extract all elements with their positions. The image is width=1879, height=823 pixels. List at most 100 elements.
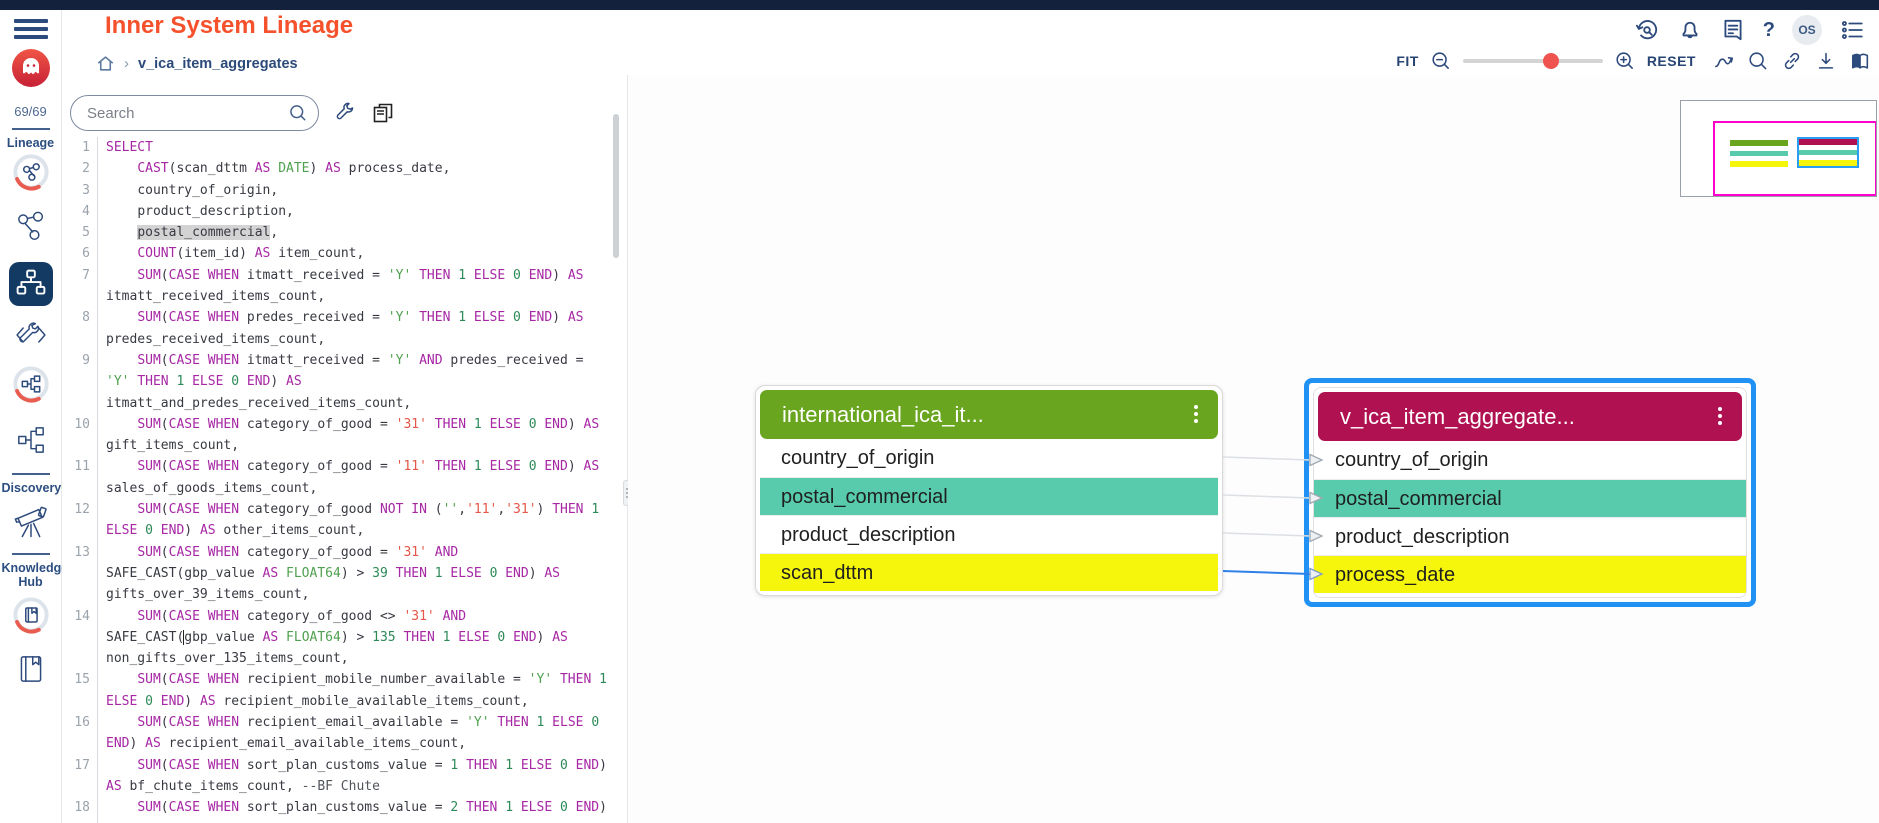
section-label-lineage: Lineage <box>6 136 55 150</box>
node-field-list: country_of_origin postal_commercial produc… <box>1314 441 1746 593</box>
minimap-viewport[interactable] <box>1713 121 1876 196</box>
sql-search-row <box>70 95 395 131</box>
sidebar-item-knowledge-book[interactable] <box>11 649 51 689</box>
search-icon[interactable] <box>288 103 308 123</box>
code-line: 1 SELECT <box>62 137 615 159</box>
code-line: 18 SUM(CASE WHEN sort_plan_customs_value… <box>62 797 615 823</box>
field-row-process_date[interactable]: process_date <box>1314 555 1746 593</box>
zoom-out-icon[interactable] <box>1430 50 1452 72</box>
field-row-country_of_origin[interactable]: country_of_origin <box>781 447 935 469</box>
top-icon-row: ? OS <box>1634 15 1865 45</box>
hamburger-menu-icon[interactable] <box>13 15 48 43</box>
sidebar-item-discovery[interactable] <box>11 500 51 540</box>
book-icon <box>20 656 41 682</box>
sidebar-item-flow[interactable] <box>11 208 51 248</box>
code-line: 8 SUM(CASE WHEN predes_received = 'Y' TH… <box>62 307 615 350</box>
node-header[interactable]: v_ica_item_aggregate... <box>1318 392 1742 441</box>
sidebar-item-code-tools[interactable] <box>11 315 51 355</box>
field-row-country_of_origin[interactable]: country_of_origin <box>1335 449 1489 471</box>
reset-button[interactable]: RESET <box>1646 53 1696 69</box>
canvas-view-toolbar: FIT RESET <box>1396 50 1871 72</box>
node-title: v_ica_item_aggregate... <box>1340 403 1575 429</box>
code-line: 13 SUM(CASE WHEN category_of_good = '31'… <box>62 541 615 606</box>
sidebar-item-boxes-flow[interactable] <box>11 420 51 460</box>
kebab-menu-icon[interactable] <box>1194 402 1198 426</box>
zoom-slider[interactable] <box>1462 53 1603 69</box>
telescope-icon <box>14 506 47 538</box>
sidebar-item-lineage-radar[interactable] <box>11 152 51 192</box>
notes-icon[interactable] <box>1720 17 1746 43</box>
org-chart-icon <box>16 269 45 295</box>
breadcrumb-separator: › <box>124 55 129 72</box>
minimap-node-left <box>1730 140 1788 167</box>
copy-icon[interactable] <box>371 101 395 125</box>
fit-button[interactable]: FIT <box>1396 53 1419 69</box>
divider <box>11 473 50 475</box>
divider <box>11 553 50 555</box>
search-input[interactable] <box>70 95 319 131</box>
code-scrollbar-thumb[interactable] <box>613 114 619 258</box>
code-line: 4 product_description, <box>62 200 615 223</box>
minimap-node-right <box>1797 137 1859 168</box>
home-icon[interactable] <box>96 54 115 73</box>
zoom-slider-track[interactable] <box>1462 59 1603 63</box>
sql-code[interactable]: 1 SELECT 2 CAST(scan_dttm AS DATE) AS proc… <box>62 137 615 823</box>
radar-boxes-icon <box>12 366 49 403</box>
table-node-international-ica[interactable]: international_ica_it... country_of_origi… <box>755 385 1223 596</box>
code-line: 15 SUM(CASE WHEN recipient_mobile_number… <box>62 669 615 713</box>
avatar[interactable]: OS <box>1792 15 1822 45</box>
book-icon[interactable] <box>1849 50 1871 72</box>
page-title: Inner System Lineage <box>105 12 354 39</box>
field-row-product_description[interactable]: product_description <box>760 515 1218 553</box>
section-label-discovery: Discovery <box>1 481 62 495</box>
trend-chart-icon[interactable] <box>1713 50 1735 72</box>
table-node-v-ica-item-aggregates[interactable]: v_ica_item_aggregate... country_of_origi… <box>1313 387 1747 598</box>
top-window-bar <box>0 0 1879 10</box>
code-line: 17 SUM(CASE WHEN sort_plan_customs_value… <box>62 754 615 798</box>
help-icon[interactable]: ? <box>1762 18 1775 41</box>
radar-book-icon <box>12 597 49 634</box>
code-line: 2 CAST(scan_dttm AS DATE) AS process_dat… <box>62 158 615 180</box>
code-line: 12 SUM(CASE WHEN category_of_good NOT IN… <box>62 499 615 542</box>
breadcrumb-current[interactable]: v_ica_item_aggregates <box>138 55 298 72</box>
code-line: 10 SUM(CASE WHEN category_of_good = '31'… <box>62 413 615 457</box>
lineage-counter: 69/69 <box>14 104 47 119</box>
sidebar-item-knowledge-radar[interactable] <box>11 595 51 635</box>
sidebar-item-inner-system-lineage[interactable] <box>8 262 53 306</box>
code-wrench-icon <box>15 322 46 343</box>
wrench-icon[interactable] <box>333 101 357 125</box>
section-label-knowledge-hub: Knowledge Hub <box>1 561 69 589</box>
field-row-product_description[interactable]: product_description <box>1314 517 1746 555</box>
node-header[interactable]: international_ica_it... <box>760 390 1218 439</box>
download-icon[interactable] <box>1815 50 1837 72</box>
field-row-postal_commercial[interactable]: postal_commercial <box>760 477 1218 515</box>
code-line: 7 SUM(CASE WHEN itmatt_received = 'Y' TH… <box>62 264 615 308</box>
field-row-scan_dttm[interactable]: scan_dttm <box>760 553 1218 591</box>
code-line: 5 postal_commercial, <box>62 222 615 244</box>
field-row-postal_commercial[interactable]: postal_commercial <box>1314 479 1746 517</box>
code-line: 11 SUM(CASE WHEN category_of_good = '11'… <box>62 456 615 500</box>
sidebar-item-radar-boxes[interactable] <box>11 364 51 404</box>
search-icon[interactable] <box>1747 50 1769 72</box>
page-header: Inner System Lineage › v_ica_item_aggreg… <box>62 10 1879 75</box>
octopus-logo[interactable] <box>11 49 50 87</box>
kebab-menu-icon[interactable] <box>1718 404 1722 428</box>
selected-node-outline[interactable]: v_ica_item_aggregate... country_of_origi… <box>1304 378 1756 607</box>
code-line: 16 SUM(CASE WHEN recipient_email_availab… <box>62 712 615 755</box>
breadcrumb: › v_ica_item_aggregates <box>96 54 298 73</box>
molecule-icon <box>17 211 43 241</box>
node-field-list: country_of_origin postal_commercial produc… <box>760 439 1218 591</box>
link-icon[interactable] <box>1781 50 1803 72</box>
node-title: international_ica_it... <box>782 401 984 427</box>
canvas-tool-icons <box>1713 50 1871 72</box>
zoom-slider-thumb[interactable] <box>1543 53 1559 69</box>
code-line: 6 COUNT(item_id) AS item_count, <box>62 243 615 265</box>
menu-list-icon[interactable] <box>1839 17 1865 43</box>
history-icon[interactable] <box>1634 17 1660 43</box>
zoom-in-icon[interactable] <box>1614 50 1636 72</box>
notifications-bell-icon[interactable] <box>1677 17 1703 43</box>
divider <box>11 128 50 130</box>
minimap[interactable] <box>1680 100 1877 197</box>
lineage-canvas[interactable]: international_ica_it... country_of_origi… <box>628 75 1879 823</box>
